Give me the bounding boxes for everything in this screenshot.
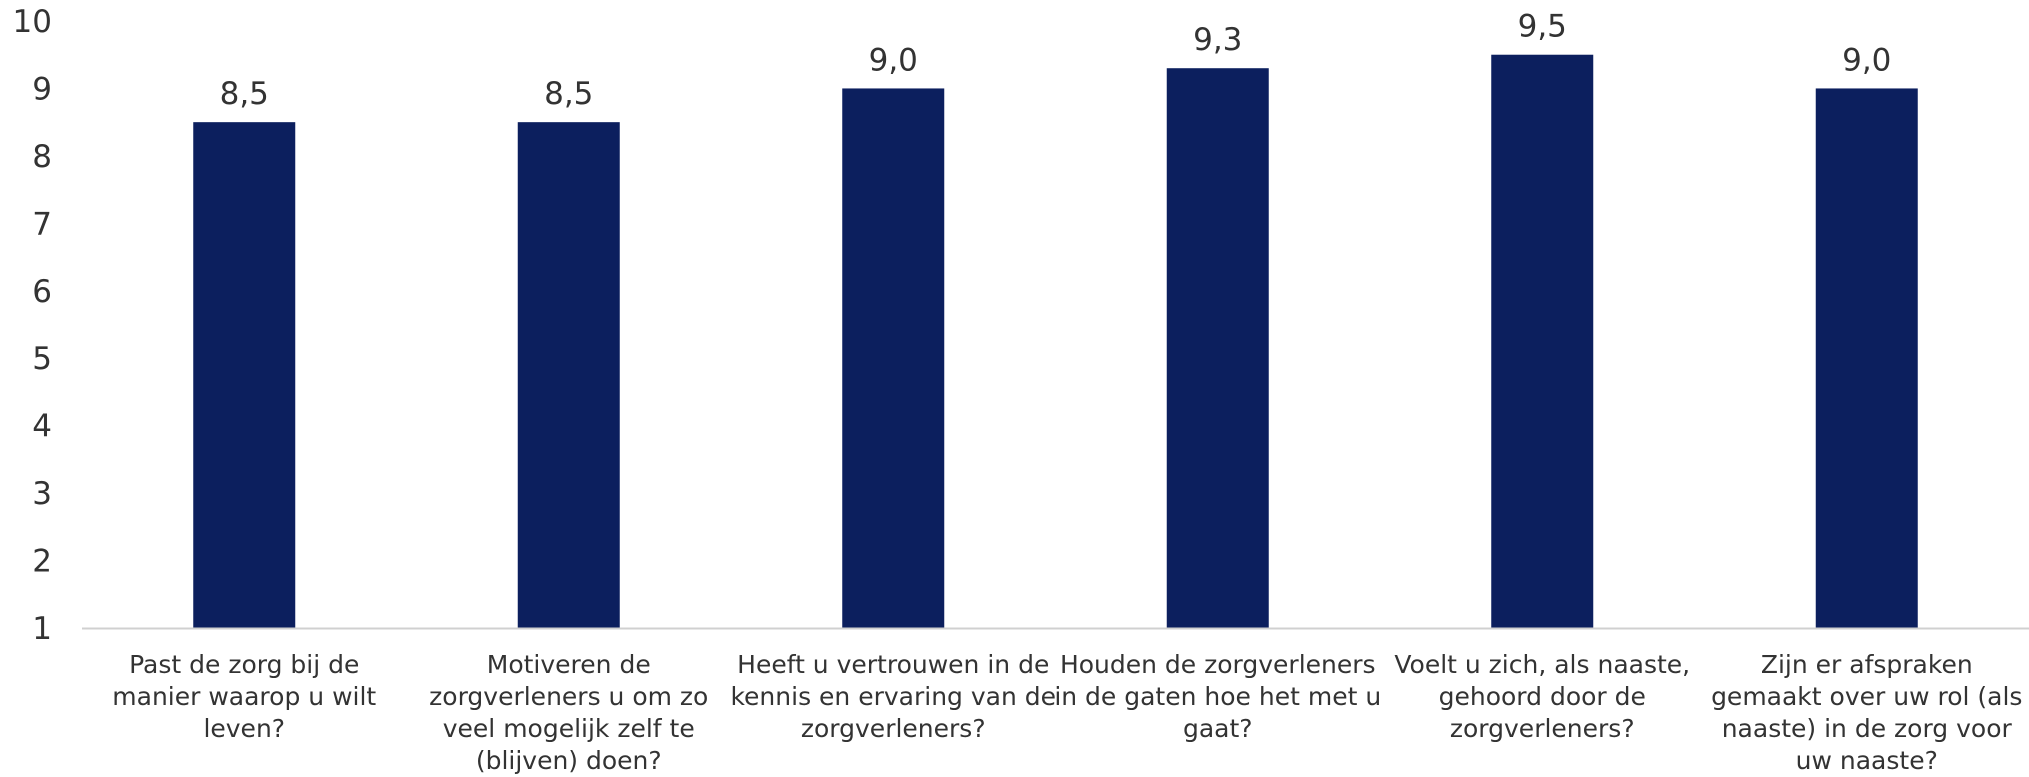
y-tick-label: 3 (32, 476, 52, 512)
category-label: naaste) in de zorg voor (1722, 714, 2013, 743)
y-tick-label: 9 (32, 71, 52, 107)
category-label: Past de zorg bij de (129, 650, 359, 679)
y-tick-label: 6 (32, 274, 52, 310)
y-tick-label: 1 (32, 611, 52, 647)
data-label: 8,5 (544, 76, 593, 112)
data-label: 9,3 (1193, 22, 1242, 58)
category-label: (blijven) doen? (476, 746, 662, 775)
category-label: manier waarop u wilt (112, 682, 376, 711)
category-label: Zijn er afspraken (1761, 650, 1973, 679)
category-labels: Past de zorg bij de manier waarop u wilt l… (112, 650, 2022, 775)
bar (1815, 88, 1918, 628)
y-tick-label: 10 (13, 4, 52, 40)
bar (1491, 54, 1594, 628)
category-label: gaat? (1183, 714, 1253, 743)
category-label: uw naaste? (1796, 746, 1938, 775)
bar (193, 122, 296, 629)
bars (193, 54, 1918, 629)
y-tick-label: 8 (32, 139, 52, 175)
data-label: 9,0 (869, 42, 918, 78)
category-label: veel mogelijk zelf te (443, 714, 695, 743)
y-axis-tick-labels: 1 2 3 4 5 6 7 8 9 10 (13, 4, 52, 647)
data-label: 9,0 (1842, 42, 1891, 78)
category-label: gemaakt over uw rol (als (1711, 682, 2022, 711)
y-tick-label: 7 (32, 206, 52, 242)
bar (517, 122, 620, 629)
category-label: leven? (203, 714, 285, 743)
category-label: in de gaten hoe het met u (1054, 682, 1381, 711)
category-label: zorgverleners? (1450, 714, 1635, 743)
category-label: zorgverleners u om zo (429, 682, 708, 711)
data-label: 8,5 (220, 76, 269, 112)
y-tick-label: 5 (32, 341, 52, 377)
y-tick-label: 2 (32, 544, 52, 580)
category-label: zorgverleners? (801, 714, 986, 743)
category-label: gehoord door de (1439, 682, 1646, 711)
data-label: 9,5 (1518, 9, 1567, 45)
category-label: kennis en ervaring van de (730, 682, 1056, 711)
category-label: Houden de zorgverleners (1060, 650, 1376, 679)
y-tick-label: 4 (32, 409, 52, 445)
category-label: Motiveren de (487, 650, 651, 679)
bar (1166, 68, 1269, 628)
category-label: Heeft u vertrouwen in de (737, 650, 1049, 679)
category-label: Voelt u zich, als naaste, (1394, 650, 1690, 679)
data-labels: 8,5 8,5 9,0 9,3 9,5 9,0 (220, 9, 1892, 112)
bar (842, 88, 945, 628)
